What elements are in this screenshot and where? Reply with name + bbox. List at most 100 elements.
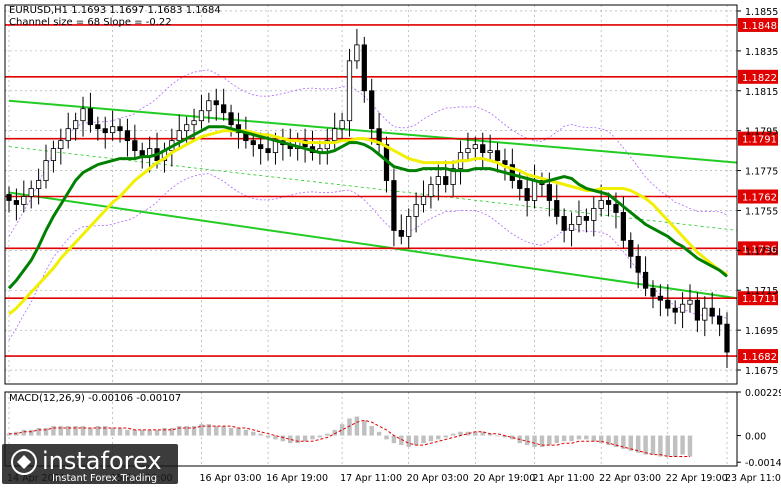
macd-bar: [280, 435, 286, 442]
logo-tagline: Instant Forex Trading: [52, 473, 157, 484]
macd-bar: [317, 435, 323, 438]
macd-bar: [51, 426, 56, 436]
macd-bar: [584, 435, 589, 440]
macd-bar: [443, 435, 448, 438]
x-tick-label: 17 Apr 11:00: [340, 473, 402, 484]
macd-bar: [487, 433, 493, 436]
macd-bar: [228, 427, 234, 436]
macd-bar: [236, 427, 241, 436]
candle-body: [657, 295, 664, 301]
candle-body: [184, 124, 190, 132]
macd-bar: [302, 435, 308, 442]
candle-body: [702, 307, 708, 321]
macd-bar: [199, 424, 204, 436]
candle-body: [428, 184, 434, 197]
candle-body: [206, 100, 212, 112]
macd-bar: [221, 426, 226, 436]
logo: instaforex Instant Forex Trading: [2, 444, 178, 484]
macd-bar: [406, 435, 411, 447]
macd-bar: [628, 435, 633, 451]
x-tick-label: 22 Apr 19:00: [666, 473, 728, 484]
macd-bar: [658, 435, 663, 457]
macd-bar: [384, 435, 389, 440]
macd-bar: [140, 429, 145, 436]
candle-body: [465, 148, 471, 154]
macd-bar: [421, 435, 426, 444]
candle-body: [672, 307, 678, 313]
macd-label: MACD(12,26,9) -0.00106 -0.00107: [9, 393, 181, 404]
macd-bar: [288, 435, 293, 444]
candle-body: [694, 299, 701, 321]
channel-lower: [8, 191, 738, 300]
candle-body: [346, 60, 353, 122]
macd-bar: [28, 429, 34, 436]
macd-bar: [132, 429, 138, 436]
macd-bar: [243, 429, 249, 436]
macd-bar: [110, 427, 115, 436]
macd-bar: [391, 435, 397, 444]
ma-slow-line: [7, 125, 728, 290]
macd-bar: [591, 435, 596, 442]
macd-bar: [687, 435, 693, 457]
header-channel: Channel size = 68 Slope = -0.22: [9, 17, 172, 28]
candle-body: [191, 120, 197, 126]
candle-body: [95, 124, 101, 130]
macd-bar: [510, 435, 515, 440]
candle-body: [102, 128, 108, 134]
macd-tick-label: 0.00: [745, 432, 766, 443]
candle-body: [598, 200, 604, 209]
macd-bar: [576, 435, 582, 440]
candle-body: [87, 108, 94, 126]
macd-bar: [613, 435, 619, 447]
price-tick-label: 1.1675: [745, 366, 778, 377]
candle-body: [13, 200, 20, 205]
macd-bar: [80, 426, 86, 436]
candle-body: [517, 180, 523, 189]
macd-bar: [214, 426, 219, 436]
macd-bar: [362, 420, 367, 436]
macd-bar: [125, 429, 130, 436]
candle-body: [339, 120, 345, 130]
candle-body: [132, 140, 138, 152]
macd-bar: [177, 426, 182, 436]
macd-bar: [539, 435, 545, 447]
macd-bar: [258, 433, 263, 436]
candle-body: [398, 230, 404, 237]
macd-bar: [6, 433, 12, 436]
candle-body: [561, 216, 567, 231]
macd-bar: [672, 435, 678, 457]
macd-bar: [103, 426, 108, 436]
channel-middle: [8, 146, 738, 231]
price-tick-label: 1.1835: [745, 47, 778, 58]
macd-bar: [399, 435, 404, 446]
candle-body: [443, 176, 449, 185]
candle-body: [613, 204, 619, 213]
macd-bar: [354, 416, 360, 436]
candle-body: [332, 128, 338, 142]
macd-bar: [369, 426, 374, 436]
candle-body: [250, 140, 256, 146]
logo-brand: instaforex: [42, 447, 162, 475]
level-tag-label: 1.1682: [742, 352, 777, 363]
candle-body: [221, 104, 227, 114]
level-tag-label: 1.1822: [742, 73, 777, 84]
macd-bar: [265, 435, 271, 438]
candle-body: [420, 196, 427, 205]
candle-body: [620, 212, 626, 241]
channel-lines: [8, 99, 738, 300]
candle-body: [228, 112, 234, 126]
level-tag: [738, 17, 778, 32]
moving-averages: [7, 125, 728, 316]
candle-body: [35, 180, 42, 189]
candle-body: [413, 204, 419, 217]
macd-bar: [635, 435, 641, 453]
candle-body: [198, 110, 205, 122]
x-tick-label: 16 Apr 03:00: [199, 473, 261, 484]
candle-body: [21, 196, 27, 205]
price-tick-label: 1.1735: [745, 246, 778, 257]
x-tick-label: 22 Apr 03:00: [599, 473, 661, 484]
candle-body: [635, 255, 641, 273]
candle-body: [709, 307, 715, 317]
candle-body: [531, 180, 538, 201]
